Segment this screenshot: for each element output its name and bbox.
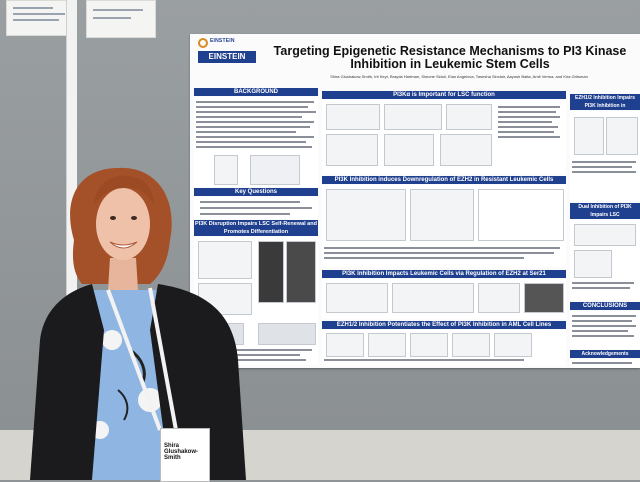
pinned-paper-right bbox=[86, 0, 156, 38]
section-ezh2-downreg-header: PI3K Inhibition induces Downregulation o… bbox=[322, 176, 566, 184]
section-conclusions-header: CONCLUSIONS bbox=[570, 302, 640, 310]
pi3k-important-figures bbox=[322, 100, 566, 174]
jacket bbox=[30, 284, 104, 480]
pinned-paper-left bbox=[6, 0, 74, 36]
dual-inhibition-figures bbox=[570, 220, 640, 300]
poster-title: Targeting Epigenetic Resistance Mechanis… bbox=[260, 45, 640, 71]
lanyard bbox=[106, 289, 162, 431]
section-pi3k-important-header: PI3Kα is Important for LSC function bbox=[322, 91, 566, 99]
background-text-block bbox=[194, 97, 318, 187]
section-ezh2-impairs-header: EZH1/2 Inhibition Impairs PI3K Inhibitio… bbox=[570, 94, 640, 110]
research-poster: EINSTEIN EINSTEIN Targeting Epigenetic R… bbox=[190, 34, 640, 368]
conclusions-text bbox=[570, 311, 640, 349]
section-pi3k-disruption-header: PI3K Disruption Impairs LSC Self-Renewal… bbox=[194, 220, 318, 236]
logo-line2: EINSTEIN bbox=[198, 51, 256, 63]
section-dual-inhibition-header: Dual Inhibition of PI3K Impairs LSC bbox=[570, 203, 640, 219]
logo-mark-icon bbox=[198, 38, 208, 48]
ezh2-downreg-figures bbox=[322, 185, 566, 267]
badge-name-text: Shira Glushakow-Smith bbox=[164, 443, 199, 461]
ezh2-ser21-figures bbox=[322, 279, 566, 319]
ezh2-potentiates-figures bbox=[322, 330, 566, 366]
face bbox=[96, 188, 150, 260]
acknowledgements-text bbox=[570, 359, 640, 368]
key-questions-text bbox=[194, 197, 318, 219]
display-pole bbox=[66, 0, 77, 300]
section-ezh2-potentiates-header: EZH1/2 Inhibition Potentiates the Effect… bbox=[322, 321, 566, 329]
section-key-questions-header: Key Questions bbox=[194, 188, 318, 196]
section-acknowledgements-header: Acknowledgements bbox=[570, 350, 640, 358]
name-badge: Shira Glushakow-Smith bbox=[160, 428, 210, 482]
section-ezh2-ser21-header: PI3K Inhibition Impacts Leukemic Cells v… bbox=[322, 270, 566, 278]
logo-line1: EINSTEIN bbox=[210, 38, 235, 44]
poster-title-line2: Inhibition in Leukemic Stem Cells bbox=[350, 57, 550, 71]
ezh2-impairs-figures bbox=[570, 111, 640, 201]
poster-title-line1: Targeting Epigenetic Resistance Mechanis… bbox=[273, 44, 627, 58]
section-background-header: BACKGROUND bbox=[194, 88, 318, 96]
poster-authors: Shira Glushakow-Smith, Irit Keyt, Brayda… bbox=[330, 74, 588, 79]
institution-logo: EINSTEIN EINSTEIN bbox=[198, 38, 256, 68]
